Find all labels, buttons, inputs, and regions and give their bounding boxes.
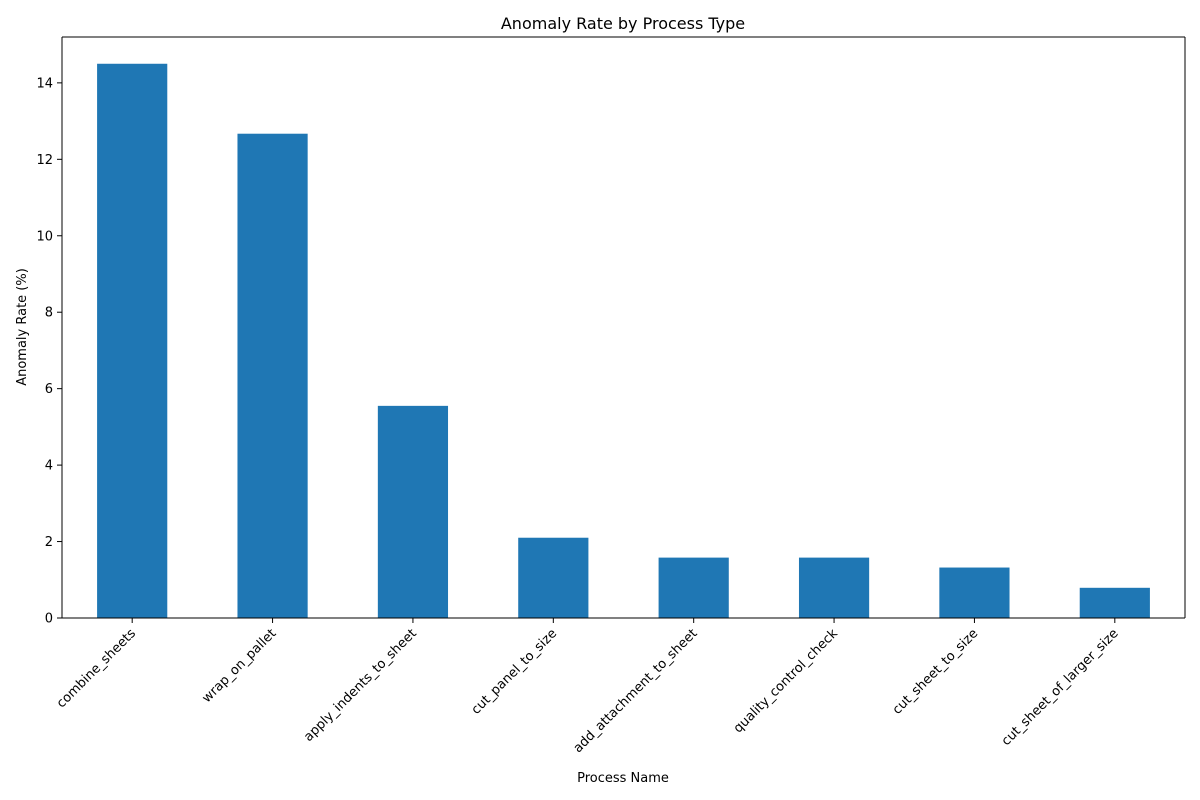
y-tick-label: 4 bbox=[45, 459, 53, 474]
bar-quality-control-check bbox=[798, 557, 870, 618]
bar-add-attachment-to-sheet bbox=[658, 557, 729, 618]
x-tick-label: quality_control_check bbox=[731, 626, 841, 736]
x-tick-label: add_attachment_to_sheet bbox=[571, 626, 701, 756]
chart-title: Anomaly Rate by Process Type bbox=[501, 14, 745, 33]
x-axis-label: Process Name bbox=[577, 771, 669, 786]
x-tick-label: cut_sheet_to_size bbox=[890, 626, 981, 717]
y-axis-label: Anomaly Rate (%) bbox=[15, 268, 30, 386]
bar-cut-panel-to-size bbox=[518, 537, 589, 618]
y-ticks-group: 0 2 4 6 8 10 12 14 bbox=[36, 76, 62, 627]
bar-apply-indents-to-sheet bbox=[377, 405, 449, 618]
y-tick-label: 12 bbox=[36, 153, 53, 168]
x-tick-label: combine_sheets bbox=[54, 626, 139, 711]
x-tick-label: apply_indents_to_sheet bbox=[301, 626, 420, 745]
x-tick-label: cut_panel_to_size bbox=[469, 626, 560, 717]
bar-cut-sheet-to-size bbox=[939, 567, 1010, 618]
y-tick-label: 6 bbox=[45, 382, 53, 397]
y-tick-label: 0 bbox=[45, 612, 53, 627]
x-tick-label: cut_sheet_of_larger_size bbox=[999, 626, 1122, 749]
bars-group bbox=[97, 63, 1150, 618]
y-tick-label: 14 bbox=[36, 76, 53, 91]
y-tick-label: 10 bbox=[36, 229, 53, 244]
y-tick-label: 2 bbox=[45, 535, 53, 550]
bar-cut-sheet-of-larger-size bbox=[1079, 587, 1150, 618]
y-tick-label: 8 bbox=[45, 306, 53, 321]
x-tick-label: wrap_on_pallet bbox=[200, 626, 280, 706]
axes-group bbox=[61, 36, 1186, 619]
bar-wrap-on-pallet bbox=[237, 133, 308, 618]
x-ticks-group: combine_sheets wrap_on_pallet apply_indent… bbox=[54, 618, 1122, 756]
bar-combine-sheets bbox=[97, 63, 168, 618]
